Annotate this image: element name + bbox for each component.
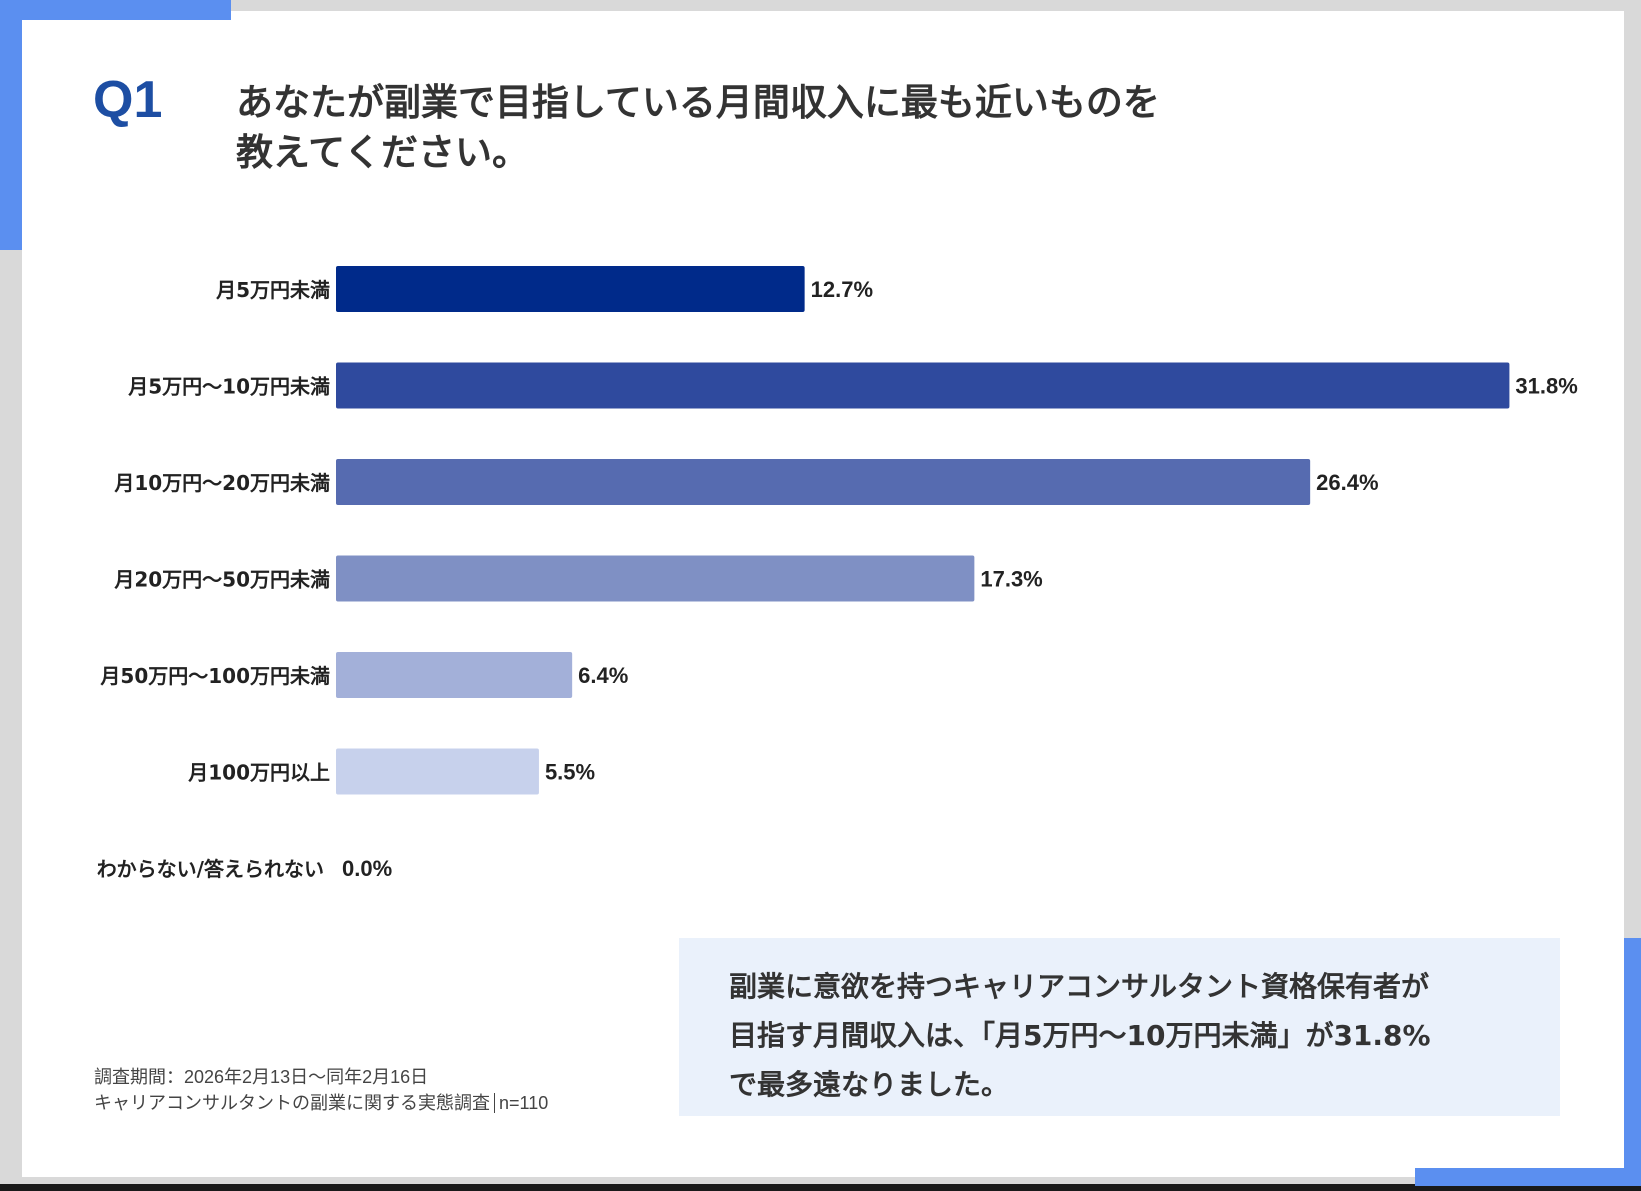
accent-bar-left-overlay [0,0,22,250]
bar [336,748,539,795]
question-title-line1: あなたが副業で目指している月間収入に最も近いものを [236,81,1160,124]
bar [336,459,1311,505]
question-number: Q1 [93,71,163,129]
callout-line2: 目指す月間収入は、「月5万円〜10万円未満」が31.8% [729,1019,1431,1052]
bottom-edge [0,1184,1641,1191]
data-label: 12.7% [811,277,873,302]
separator [494,1093,495,1113]
bar [336,266,805,312]
sample-size: n=110 [499,1093,549,1113]
bar [336,652,573,698]
survey-period: 調査期間：2026年2月13日〜同年2月16日 [94,1067,429,1087]
data-label: 31.8% [1515,374,1577,399]
data-label: 26.4% [1316,470,1378,495]
data-label: 6.4% [578,663,628,688]
question-title: あなたが副業で目指している月間収入に最も近いものを 教えてください。 [236,78,1336,178]
bar [336,362,1510,409]
category-label: 月5万円〜10万円未満 [127,375,330,399]
category-label: 月20万円〜50万円未満 [113,568,330,592]
callout-line1: 副業に意欲を持つキャリアコンサルタント資格保有者が [729,970,1430,1003]
accent-bar-right [1624,938,1641,1186]
accent-bar-top-overlay [0,0,231,20]
callout-line3: で最多遠なりました。 [729,1068,1010,1101]
survey-name: キャリアコンサルタントの副業に関する実態調査 [94,1093,490,1113]
category-label: 月100万円以上 [187,761,330,785]
category-label: 月50万円〜100万円未満 [99,664,330,688]
data-label: 0.0% [342,856,392,881]
accent-bar-bottom [1415,1168,1641,1186]
category-label: わからない/答えられない [97,857,324,881]
footnote: 調査期間：2026年2月13日〜同年2月16日 キャリアコンサルタントの副業に関… [94,1064,548,1116]
summary-callout: 副業に意欲を持つキャリアコンサルタント資格保有者が 目指す月間収入は、「月5万円… [679,938,1560,1116]
bar [336,555,975,602]
data-label: 17.3% [980,567,1042,592]
category-label: 月10万円〜20万円未満 [113,471,330,495]
category-label: 月5万円未満 [215,278,330,302]
question-title-line2: 教えてください。 [236,131,530,174]
data-label: 5.5% [545,760,595,785]
